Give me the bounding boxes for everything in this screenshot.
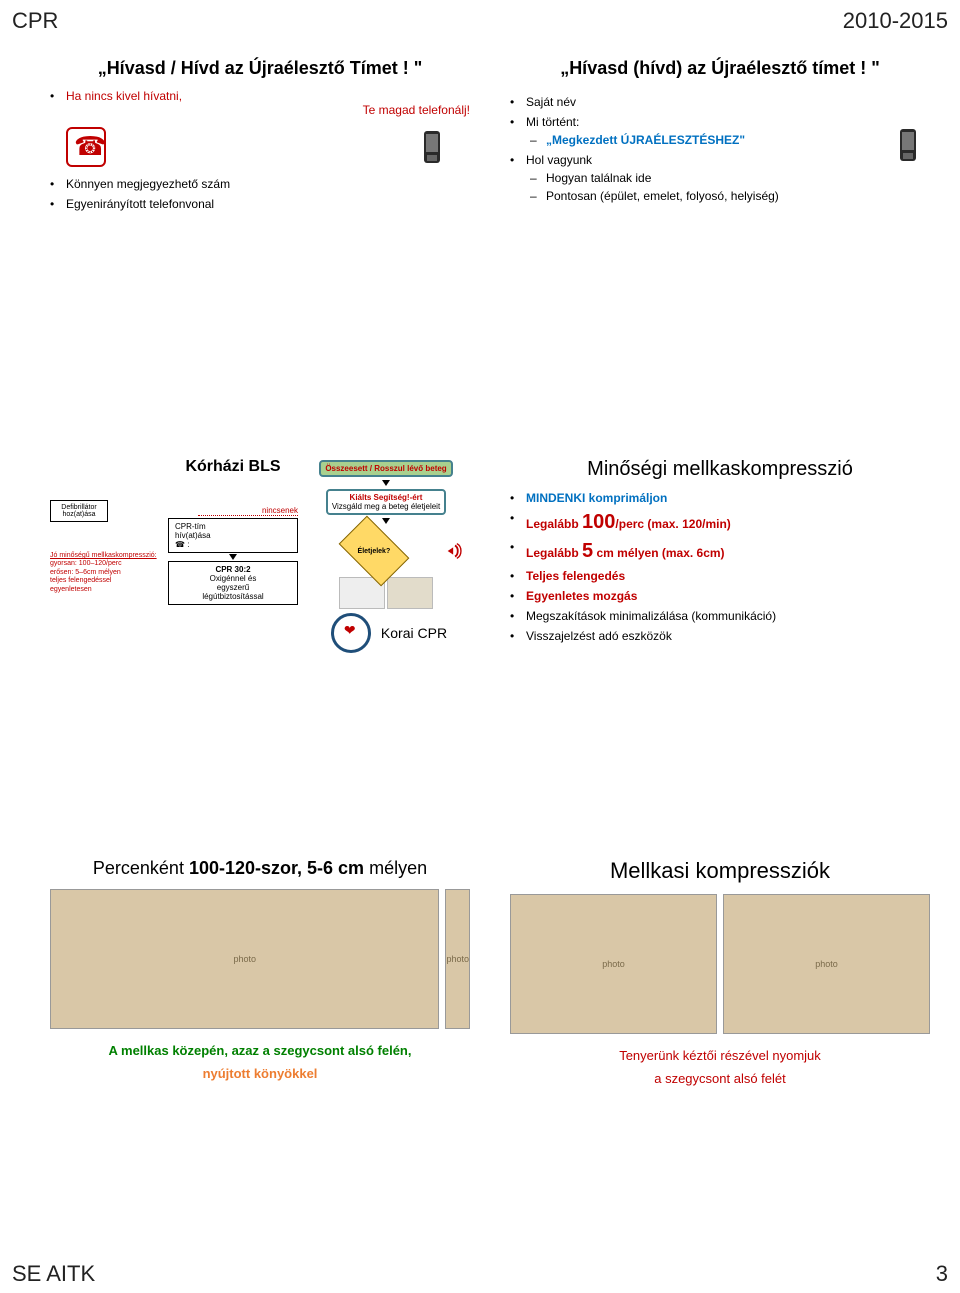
s2-li3: Hol vagyunk Hogyan találnak ide Pontosan…	[526, 153, 892, 203]
slide-6: Mellkasi kompressziók photo photo Tenyer…	[500, 852, 940, 1232]
s5-photo-2: photo	[445, 889, 470, 1029]
cpr-photo-1	[387, 577, 433, 609]
s2-li3b: Pontosan (épület, emelet, folyosó, helyi…	[546, 189, 892, 203]
flowchart: Összeesett / Rosszul lévő beteg Kiálts S…	[306, 458, 466, 653]
s1-li1: Ha nincs kivel hívatni, Te magad telefon…	[66, 89, 470, 117]
s4-li6: Megszakítások minimalizálása (kommunikác…	[526, 609, 930, 623]
page-footer: SE AITK 3	[0, 1261, 960, 1287]
flow-box-1: Összeesett / Rosszul lévő beteg	[319, 460, 452, 477]
s6-photo-2: photo	[723, 894, 930, 1034]
cpr-tim-box: CPR-tím hív(at)ása ☎ :	[168, 518, 298, 553]
defib-box: Defibrillátor hoz(at)ása	[50, 500, 108, 522]
flow-diamond: Életjelek?	[339, 516, 410, 587]
s4-li3: Legalább 5 cm mélyen (max. 6cm)	[526, 540, 930, 563]
slide-3: Defibrillátor hoz(at)ása Jó minőségű mel…	[40, 452, 480, 832]
korai-logo-icon	[331, 613, 371, 653]
telephone-icon	[66, 127, 106, 167]
s6-caption2: a szegycsont alsó felét	[510, 1071, 930, 1086]
s4-li5: Egyenletes mozgás	[526, 589, 930, 603]
slide-1: „Hívasd / Hívd az Újraélesztő Tímet ! " …	[40, 52, 480, 432]
page-header: CPR 2010-2015	[0, 0, 960, 42]
header-right: 2010-2015	[843, 8, 948, 34]
s4-li2: Legalább 100/perc (max. 120/min)	[526, 511, 930, 534]
bls-title: Kórházi BLS	[168, 458, 298, 476]
s2-li3a: Hogyan találnak ide	[546, 171, 892, 185]
quality-notes: Jó minőségű mellkaskompresszió: gyorsan:…	[50, 552, 160, 594]
slide-2: „Hívasd (hívd) az Újraélesztő tímet ! " …	[500, 52, 940, 432]
s4-li1: MINDENKI komprimáljon	[526, 491, 930, 505]
slide-4-title: Minőségi mellkaskompresszió	[510, 458, 930, 481]
slide-1-title: „Hívasd / Hívd az Újraélesztő Tímet ! "	[50, 58, 470, 79]
footer-left: SE AITK	[12, 1261, 95, 1287]
nincsenek-label: nincsenek	[168, 506, 298, 515]
s6-caption1: Tenyerünk kéztői részével nyomjuk	[510, 1048, 930, 1063]
s4-li4: Teljes felengedés	[526, 569, 930, 583]
slide-6-title: Mellkasi kompressziók	[510, 858, 930, 884]
s2-li2: Mi történt: „Megkezdett ÚJRAÉLESZTÉSHEZ"	[526, 115, 892, 147]
slide-5-title: Percenként 100-120-szor, 5-6 cm mélyen	[50, 858, 470, 879]
s5-photo-1: photo	[50, 889, 439, 1029]
footer-right: 3	[936, 1261, 948, 1287]
slide-5: Percenként 100-120-szor, 5-6 cm mélyen p…	[40, 852, 480, 1232]
slide-4: Minőségi mellkaskompresszió MINDENKI kom…	[500, 452, 940, 832]
slides-grid: „Hívasd / Hívd az Újraélesztő Tímet ! " …	[0, 42, 960, 1242]
s2-li1: Saját név	[526, 95, 892, 109]
shout-icon	[444, 540, 466, 562]
s1-li3: Egyenirányított telefonvonal	[66, 197, 470, 211]
mobile-icon-2	[900, 129, 916, 161]
s1-li2: Könnyen megjegyezhető szám	[66, 177, 470, 191]
s6-photo-1: photo	[510, 894, 717, 1034]
s4-li7: Visszajelzést adó eszközök	[526, 629, 930, 643]
slide-2-title: „Hívasd (hívd) az Újraélesztő tímet ! "	[510, 58, 930, 79]
korai-label: Korai CPR	[381, 625, 447, 641]
s5-caption1: A mellkas közepén, azaz a szegycsont als…	[50, 1043, 470, 1058]
s2-li2a: „Megkezdett ÚJRAÉLESZTÉSHEZ"	[546, 133, 892, 147]
cpr-302-box: CPR 30:2 Oxigénnel és egyszerű légútbizt…	[168, 561, 298, 605]
flow-box-2: Kiálts Segítség!-ért Vizsgáld meg a bete…	[326, 489, 446, 515]
s5-caption2: nyújtott könyökkel	[50, 1066, 470, 1081]
header-left: CPR	[12, 8, 58, 34]
mobile-icon	[424, 131, 440, 163]
